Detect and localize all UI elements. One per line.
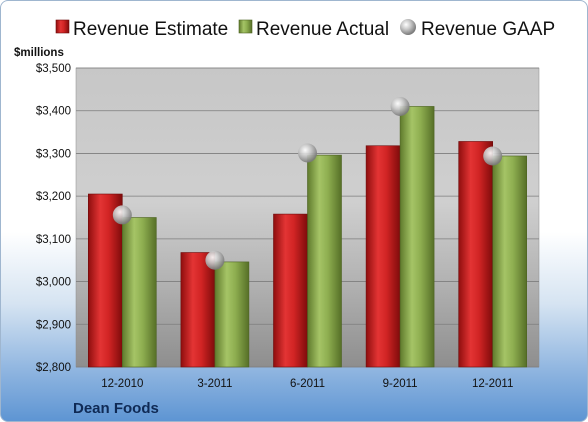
y-tick-label: $3,500 <box>36 63 71 75</box>
bar-revenue-actual <box>214 261 250 368</box>
y-tick-label: $3,100 <box>36 234 71 246</box>
x-tick-label: 9-2011 <box>383 378 418 390</box>
bar-revenue-actual <box>122 217 157 368</box>
gaap-markers <box>112 96 503 270</box>
bar-revenue-estimate <box>88 193 123 368</box>
legend-swatch-estimate <box>55 19 70 34</box>
bars <box>88 106 528 368</box>
marker-revenue-gaap <box>205 250 225 270</box>
legend: Revenue Estimate Revenue Actual Revenue … <box>55 19 555 40</box>
legend-label-gaap: Revenue GAAP <box>421 19 555 40</box>
x-tick-label: 12-2010 <box>101 378 143 390</box>
marker-revenue-gaap <box>298 143 317 163</box>
x-tick-label: 3-2011 <box>197 378 232 390</box>
x-tick-label: 6-2011 <box>290 378 325 390</box>
y-tick-label: $3,000 <box>36 277 71 289</box>
company-name: Dean Foods <box>73 400 159 417</box>
y-tick-label: $3,200 <box>36 191 71 203</box>
bar-revenue-actual <box>307 154 342 368</box>
y-axis-ticks: $2,800 $2,900 $3,000 $3,100 $3,200 $3,300 $3,4… <box>36 63 71 374</box>
marker-revenue-gaap <box>390 96 410 116</box>
bar-revenue-estimate <box>273 213 308 368</box>
marker-revenue-gaap <box>112 205 132 225</box>
marker-revenue-gaap <box>483 146 503 166</box>
x-axis-ticks: 12-2010 3-2011 6-2011 9-2011 12-2011 <box>101 378 513 390</box>
y-tick-label: $3,300 <box>36 148 71 160</box>
y-tick-label: $2,800 <box>36 362 71 374</box>
y-tick-label: $2,900 <box>36 319 71 331</box>
legend-marker-gaap <box>400 19 416 35</box>
bar-revenue-actual <box>492 155 528 368</box>
bar-revenue-actual <box>399 106 435 368</box>
legend-swatch-actual <box>238 19 253 34</box>
bar-revenue-estimate <box>365 145 401 368</box>
bar-revenue-estimate <box>180 252 216 368</box>
y-tick-label: $3,400 <box>36 106 71 118</box>
x-tick-label: 12-2011 <box>472 378 513 390</box>
bar-revenue-estimate <box>458 141 494 368</box>
legend-label-estimate: Revenue Estimate <box>73 19 228 40</box>
y-axis-unit-label: $millions <box>14 47 64 59</box>
legend-label-actual: Revenue Actual <box>256 19 389 40</box>
